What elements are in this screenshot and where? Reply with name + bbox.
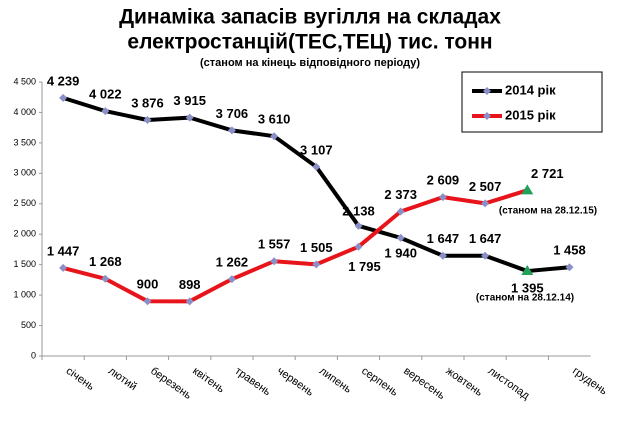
y-tick-label: 3 500 (13, 137, 36, 147)
legend-marker (483, 112, 491, 120)
data-label: 3 915 (173, 93, 206, 108)
marker (59, 263, 68, 272)
data-label: 2 138 (342, 203, 375, 218)
annotation: (станом на 28.12.14) (476, 293, 574, 304)
marker (354, 221, 363, 230)
data-label: 898 (179, 277, 201, 292)
marker (143, 115, 152, 124)
data-label: 1 262 (216, 255, 249, 270)
data-label: 4 022 (89, 87, 122, 102)
y-tick-label: 2 500 (13, 198, 36, 208)
marker (396, 207, 405, 216)
data-label: 1 940 (384, 245, 417, 260)
data-label: 2 507 (469, 179, 502, 194)
y-tick-label: 4 000 (13, 107, 36, 117)
data-label: 2 373 (384, 187, 417, 202)
marker (354, 242, 363, 251)
marker (185, 297, 194, 306)
data-label: 1 447 (47, 243, 80, 258)
marker (481, 199, 490, 208)
data-label: 3 610 (258, 112, 291, 127)
y-tick-label: 4 500 (13, 76, 36, 86)
y-tick-label: 1 500 (13, 259, 36, 269)
marker (438, 193, 447, 202)
data-label: 1 395 (511, 280, 544, 295)
highlight-marker (521, 265, 534, 276)
x-tick-label: липень (317, 365, 354, 396)
x-tick-label: листопад (486, 365, 532, 402)
x-tick-label: березень (148, 365, 194, 402)
data-label: 3 876 (131, 95, 164, 110)
x-tick-label: січень (64, 365, 97, 393)
data-label: 1 647 (427, 231, 460, 246)
data-label: 4 239 (47, 73, 80, 88)
marker (396, 233, 405, 242)
marker (312, 260, 321, 269)
x-tick-label: жовтень (444, 365, 485, 399)
y-tick-label: 2 000 (13, 229, 36, 239)
data-label: 1 557 (258, 237, 291, 252)
data-label: 1 795 (348, 259, 381, 274)
marker (227, 126, 236, 135)
legend-label: 2015 рік (505, 107, 556, 122)
marker (101, 274, 110, 283)
x-tick-label: грудень (570, 365, 609, 398)
legend-box (461, 71, 603, 133)
x-tick-label: червень (275, 365, 316, 399)
data-label: 1 505 (300, 240, 333, 255)
marker (59, 93, 68, 102)
highlight-marker (521, 184, 534, 195)
data-label: 900 (137, 277, 159, 292)
marker (481, 251, 490, 260)
x-tick-label: серпень (359, 365, 400, 399)
data-label: 3 107 (300, 142, 333, 157)
y-tick-label: 500 (21, 320, 36, 330)
data-label: 1 647 (469, 231, 502, 246)
marker (185, 113, 194, 122)
marker (312, 162, 321, 171)
y-tick-label: 3 000 (13, 168, 36, 178)
chart-title: Динаміка запасів вугілля на складах (119, 6, 501, 29)
marker (143, 297, 152, 306)
annotation: (станом на 28.12.15) (499, 206, 597, 217)
data-label: 1 458 (553, 243, 586, 258)
x-tick-label: вересень (401, 365, 447, 402)
legend-label: 2014 рік (505, 82, 556, 97)
marker (227, 275, 236, 284)
marker (101, 107, 110, 116)
data-label: 3 706 (216, 106, 249, 121)
series-line (62, 188, 528, 304)
marker (565, 263, 574, 272)
y-tick-label: 0 (31, 350, 36, 360)
marker (438, 251, 447, 260)
data-label: 1 268 (89, 254, 122, 269)
marker (270, 257, 279, 266)
chart-subtitle: (станом на кінець відповідного періоду) (200, 57, 420, 69)
data-label: 2 609 (427, 173, 460, 188)
legend-marker (483, 87, 491, 95)
x-tick-label: лютий (106, 365, 139, 393)
y-tick-label: 1 000 (13, 289, 36, 299)
data-label: 2 721 (531, 166, 564, 181)
marker (270, 132, 279, 141)
x-tick-label: квітень (190, 365, 227, 396)
chart-title: електростанцій(ТЕС,ТЕЦ) тис. тонн (127, 31, 492, 54)
x-tick-label: травень (233, 365, 274, 398)
